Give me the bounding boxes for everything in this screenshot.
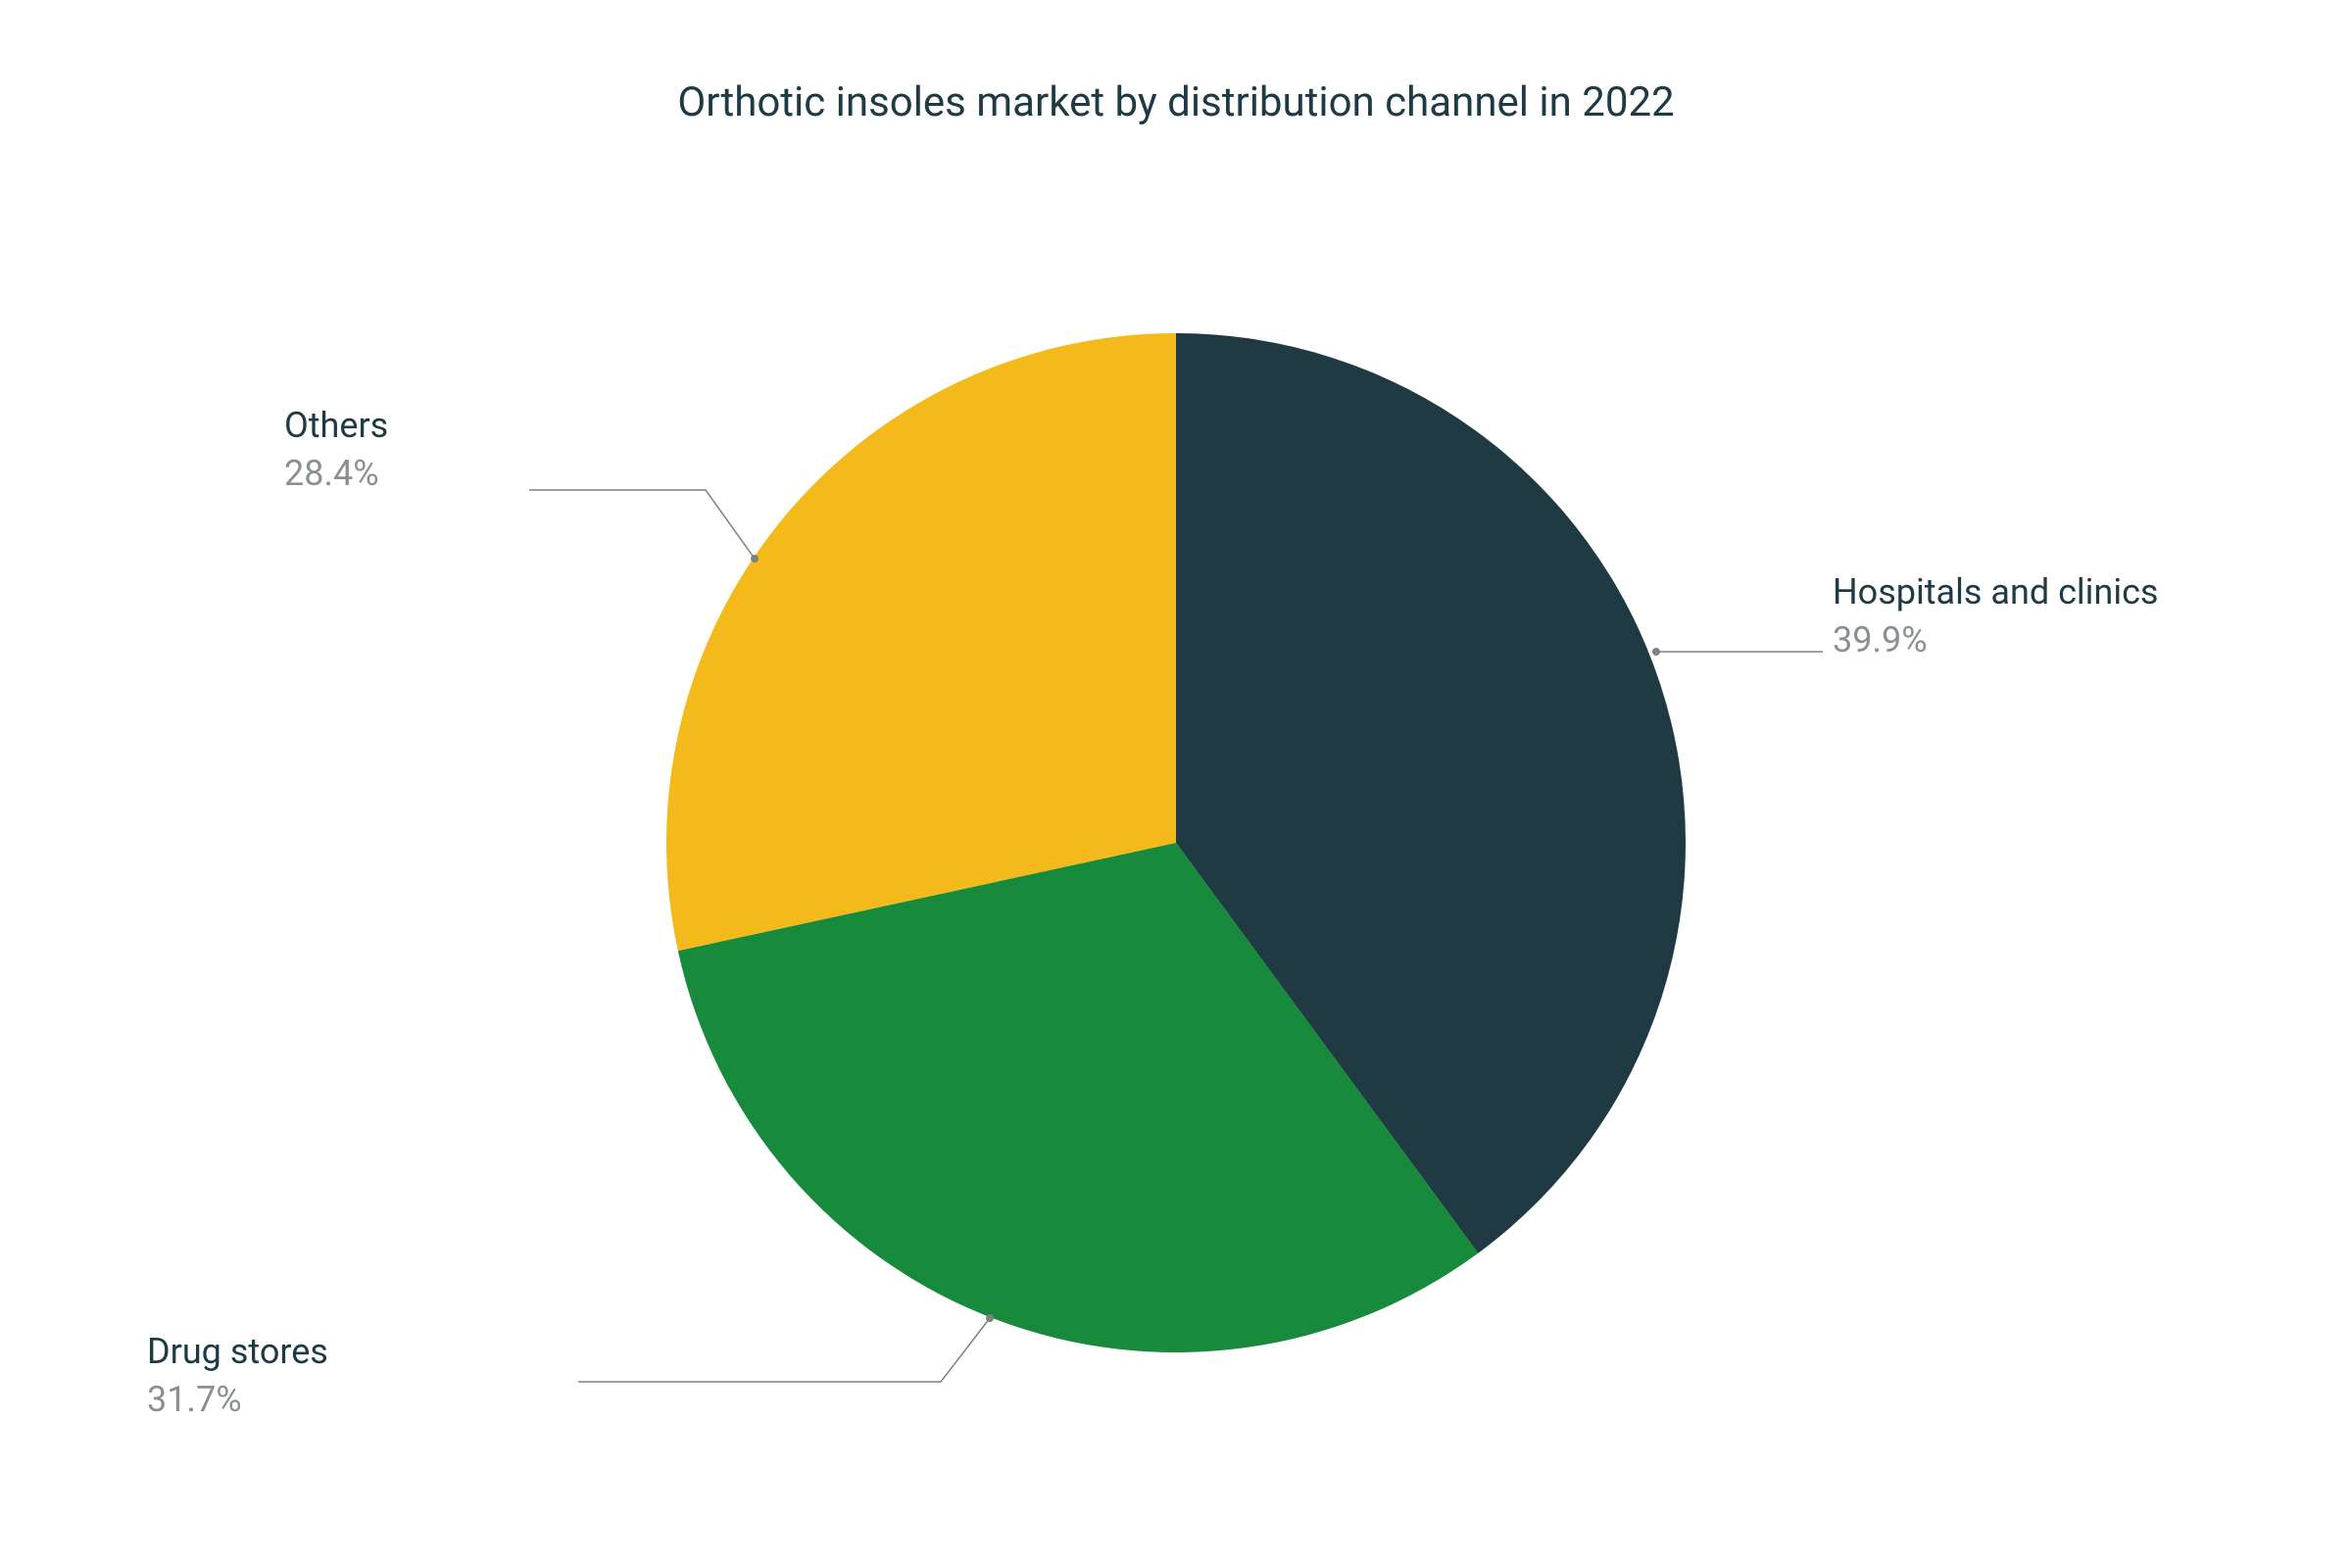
pie-slice: [666, 333, 1176, 951]
segment-name: Hospitals and clinics: [1833, 568, 2159, 616]
leader-line: [578, 1318, 990, 1382]
segment-name: Drug stores: [147, 1328, 328, 1376]
segment-label-drugstores: Drug stores 31.7%: [147, 1328, 328, 1423]
pie-chart-svg: [0, 0, 2352, 1568]
segment-name: Others: [284, 402, 388, 450]
chart-container: Orthotic insoles market by distribution …: [0, 0, 2352, 1568]
segment-label-hospitals: Hospitals and clinics 39.9%: [1833, 568, 2159, 663]
segment-value: 39.9%: [1833, 616, 2159, 664]
segment-value: 31.7%: [147, 1376, 328, 1424]
leader-dot: [751, 555, 759, 563]
leader-line: [529, 490, 755, 559]
segment-value: 28.4%: [284, 450, 388, 498]
leader-dot: [986, 1314, 994, 1322]
leader-dot: [1652, 648, 1660, 656]
segment-label-others: Others 28.4%: [284, 402, 388, 497]
chart-title: Orthotic insoles market by distribution …: [0, 78, 2352, 126]
